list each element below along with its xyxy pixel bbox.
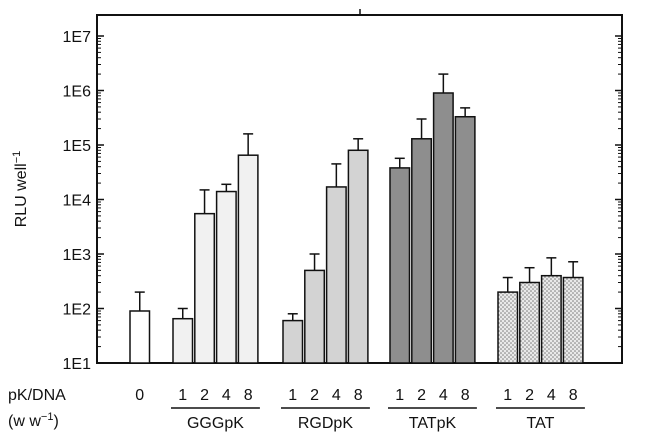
y-tick-label-exponent: 2 — [82, 302, 91, 319]
group-name-label: TATpK — [409, 415, 457, 432]
y-tick-label-base: 1E — [63, 247, 83, 264]
y-tick-label: 1E6 — [63, 84, 92, 101]
y-tick-label-base: 1E — [63, 138, 83, 155]
x-dose-label: 2 — [310, 387, 319, 404]
bar — [194, 212, 216, 364]
bar — [497, 291, 519, 364]
bar — [389, 167, 411, 364]
bar — [304, 269, 326, 364]
x-dose-label: 4 — [439, 387, 448, 404]
x-dose-label: 1 — [503, 387, 512, 404]
y-tick-label: 1E5 — [63, 138, 92, 155]
bar — [129, 310, 151, 364]
x-dose-label: 2 — [417, 387, 426, 404]
y-tick-label-base: 1E — [63, 193, 83, 210]
x-dose-label: 4 — [547, 387, 556, 404]
y-tick-label-exponent: 3 — [82, 247, 91, 264]
x-row-label-line1: pK/DNA — [8, 387, 66, 404]
group-name-label: TAT — [527, 415, 555, 432]
y-tick-label: 1E2 — [63, 302, 92, 319]
bar — [519, 281, 541, 364]
y-tick-label-exponent: 5 — [82, 138, 91, 155]
bar — [411, 138, 433, 364]
x-dose-label: 8 — [244, 387, 253, 404]
y-tick-label-exponent: 6 — [82, 84, 91, 101]
bar — [347, 149, 369, 364]
bar — [325, 186, 347, 364]
bar — [562, 276, 584, 364]
x-dose-label: 1 — [288, 387, 297, 404]
x-dose-label: 1 — [395, 387, 404, 404]
y-tick-label: 1E3 — [63, 247, 92, 264]
y-tick-label-base: 1E — [63, 84, 83, 101]
x-dose-label: 8 — [569, 387, 578, 404]
group-name-label: RGDpK — [298, 415, 353, 432]
x-dose-label: 8 — [354, 387, 363, 404]
y-tick-label: 1E1 — [63, 356, 92, 373]
y-tick-label-exponent: 4 — [82, 193, 91, 210]
group-name-label: GGGpK — [187, 415, 244, 432]
bar — [540, 274, 562, 364]
x-dose-label: 2 — [525, 387, 534, 404]
bar — [237, 154, 259, 364]
bar — [432, 92, 454, 364]
y-axis-title: RLU well−1 — [11, 151, 30, 228]
y-tick-label-base: 1E — [63, 29, 83, 46]
y-tick-label-exponent: 7 — [82, 29, 91, 46]
x-dose-label: 8 — [461, 387, 470, 404]
y-tick-label: 1E7 — [63, 29, 92, 46]
x-dose-label: 1 — [178, 387, 187, 404]
bar — [282, 319, 304, 364]
y-tick-label-exponent: 1 — [82, 356, 91, 373]
x-row-label-line2: (w w−1) — [8, 411, 59, 430]
bar — [454, 115, 476, 364]
y-tick-label: 1E4 — [63, 193, 92, 210]
x-dose-label: 4 — [222, 387, 231, 404]
bar — [172, 317, 194, 364]
x-dose-label: 0 — [135, 387, 144, 404]
x-dose-label: 4 — [332, 387, 341, 404]
y-tick-label-base: 1E — [63, 356, 83, 373]
y-tick-label-base: 1E — [63, 302, 83, 319]
x-dose-label: 2 — [200, 387, 209, 404]
bar — [215, 190, 237, 364]
